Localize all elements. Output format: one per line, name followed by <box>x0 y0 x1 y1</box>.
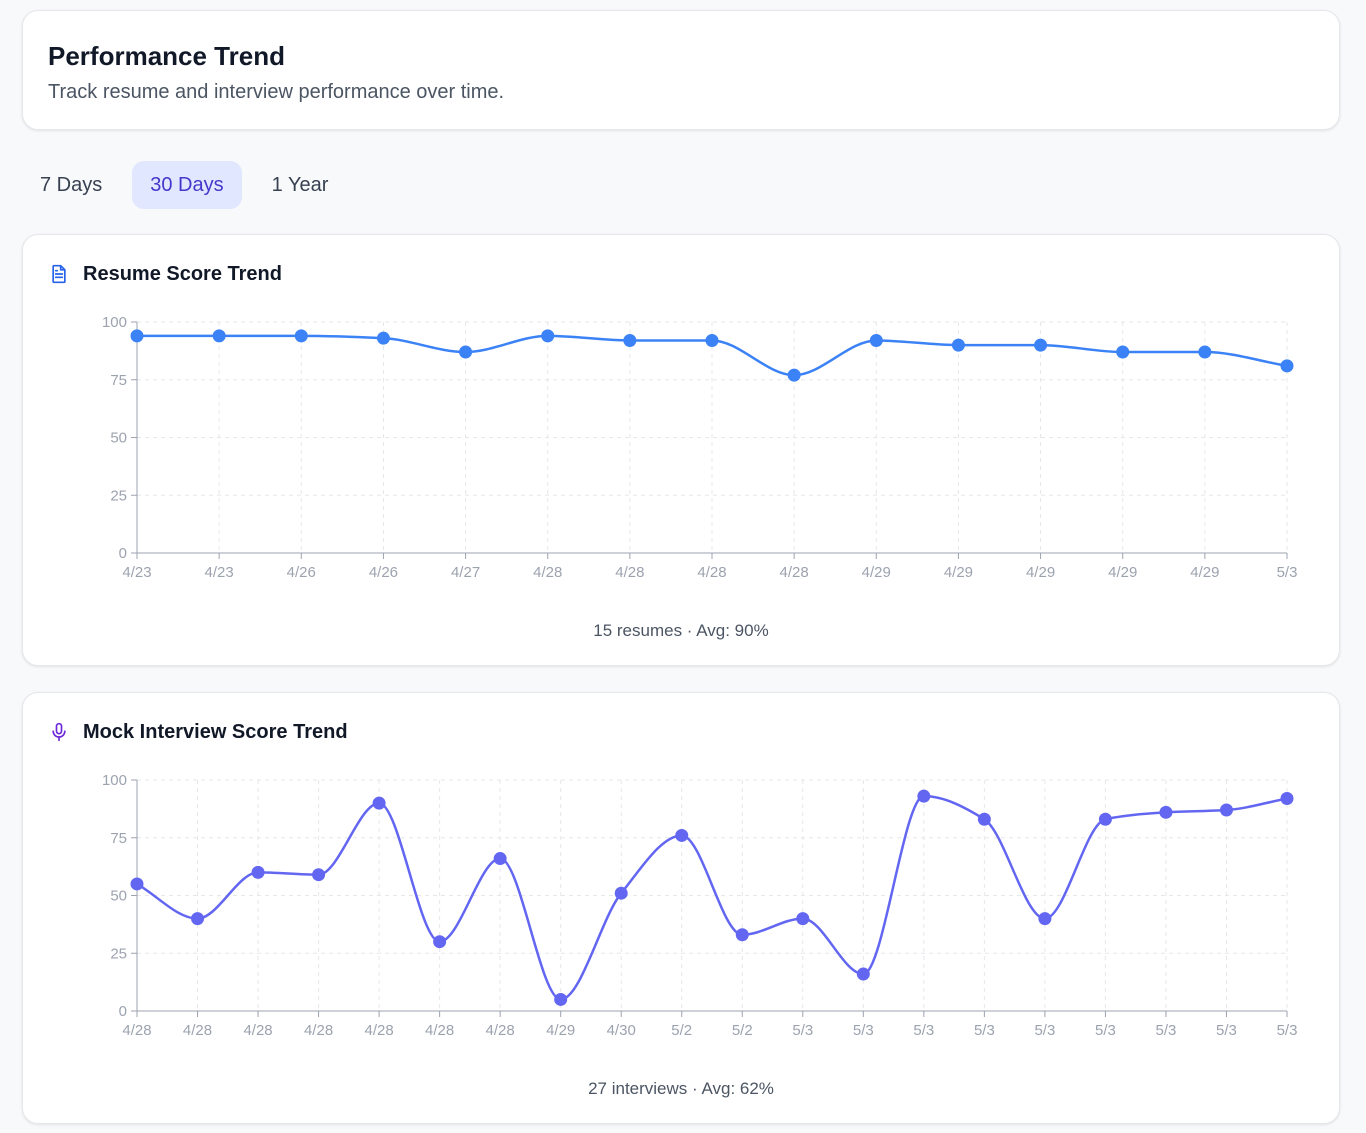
microphone-icon <box>52 722 66 742</box>
interview-x-tick-label: 4/28 <box>425 1022 454 1039</box>
resume-data-point[interactable] <box>787 368 801 382</box>
resume-x-tick-label: 4/29 <box>1026 564 1055 581</box>
interview-y-tick-label: 100 <box>102 772 127 789</box>
interview-x-tick-label: 5/2 <box>671 1022 692 1039</box>
resume-data-point[interactable] <box>623 333 637 347</box>
interview-data-point[interactable] <box>493 852 507 866</box>
interview-data-point[interactable] <box>554 992 568 1006</box>
resume-x-tick-label: 4/29 <box>1190 564 1219 581</box>
resume-data-point[interactable] <box>1198 345 1212 359</box>
interview-data-point[interactable] <box>735 928 749 942</box>
resume-x-tick-label: 4/29 <box>1108 564 1137 581</box>
interview-x-tick-label: 5/3 <box>1034 1022 1055 1039</box>
interview-data-point[interactable] <box>1159 805 1173 819</box>
resume-data-point[interactable] <box>541 329 555 343</box>
resume-data-point[interactable] <box>951 338 965 352</box>
interview-score-card: Mock Interview Score Trend 0 25 50 75 100 4/2… <box>22 692 1340 1124</box>
resume-data-point[interactable] <box>869 333 883 347</box>
resume-x-tick-label: 4/23 <box>205 564 234 581</box>
resume-x-tick-label: 4/28 <box>533 564 562 581</box>
resume-y-tick-label: 100 <box>102 314 127 331</box>
interview-data-point[interactable] <box>372 796 386 810</box>
resume-data-point[interactable] <box>1280 359 1294 373</box>
interview-x-tick-label: 5/2 <box>732 1022 753 1039</box>
interview-x-tick-label: 5/3 <box>974 1022 995 1039</box>
interview-x-tick-label: 4/28 <box>304 1022 333 1039</box>
resume-data-point[interactable] <box>1034 338 1048 352</box>
resume-y-tick-label: 25 <box>110 487 127 504</box>
interview-data-point[interactable] <box>1038 912 1052 926</box>
interview-y-tick-label: 50 <box>110 888 127 905</box>
interview-data-point[interactable] <box>917 789 931 803</box>
interview-x-tick-label: 4/28 <box>183 1022 212 1039</box>
page-title: Performance Trend <box>48 41 285 71</box>
resume-score-chart: 0 25 50 75 100 4/23 4/23 4/26 4/26 4/27 4/28 4/28 4/… <box>102 314 1298 581</box>
page-subtitle: Track resume and interview performance o… <box>48 81 505 103</box>
interview-data-point[interactable] <box>433 935 447 949</box>
header-card: Performance Trend Track resume and inter… <box>22 10 1340 130</box>
resume-x-tick-label: 4/29 <box>862 564 891 581</box>
interview-x-tick-label: 4/29 <box>546 1022 575 1039</box>
interview-chart-title: Mock Interview Score Trend <box>83 721 348 743</box>
resume-chart-title: Resume Score Trend <box>83 263 282 285</box>
interview-x-tick-label: 4/28 <box>122 1022 151 1039</box>
interview-data-point[interactable] <box>796 912 810 926</box>
interview-data-point[interactable] <box>130 877 144 891</box>
interview-y-tick-label: 0 <box>119 1003 127 1020</box>
interview-data-point[interactable] <box>1098 812 1112 826</box>
document-icon <box>52 264 66 284</box>
interview-x-tick-label: 4/28 <box>365 1022 394 1039</box>
resume-data-point[interactable] <box>459 345 473 359</box>
interview-data-point[interactable] <box>856 967 870 981</box>
interview-data-point[interactable] <box>251 865 265 879</box>
resume-x-tick-label: 4/26 <box>369 564 398 581</box>
interview-score-chart: 0 25 50 75 100 4/28 4/28 4/28 4/28 4/28 4/28 4/28 4/… <box>102 772 1298 1039</box>
resume-data-point[interactable] <box>212 329 226 343</box>
interview-data-point[interactable] <box>312 868 326 882</box>
interview-x-tick-label: 5/3 <box>913 1022 934 1039</box>
interview-x-tick-label: 5/3 <box>1156 1022 1177 1039</box>
resume-x-tick-label: 5/3 <box>1277 564 1298 581</box>
interview-data-point[interactable] <box>614 886 628 900</box>
interview-data-point[interactable] <box>675 828 689 842</box>
resume-y-tick-label: 50 <box>110 430 127 447</box>
interview-x-tick-label: 5/3 <box>1277 1022 1298 1039</box>
tab-7-days[interactable]: 7 Days <box>40 174 103 196</box>
interview-x-tick-label: 5/3 <box>1095 1022 1116 1039</box>
resume-data-point[interactable] <box>294 329 308 343</box>
time-range-tabs: 7 Days 30 Days 1 Year <box>22 161 346 209</box>
resume-x-tick-label: 4/27 <box>451 564 480 581</box>
interview-data-point[interactable] <box>1219 803 1233 817</box>
interview-data-point[interactable] <box>191 912 205 926</box>
resume-x-tick-label: 4/26 <box>287 564 316 581</box>
interview-data-point[interactable] <box>1280 791 1294 805</box>
resume-data-point[interactable] <box>376 331 390 345</box>
interview-data-point[interactable] <box>977 812 991 826</box>
resume-x-tick-label: 4/28 <box>615 564 644 581</box>
resume-data-point[interactable] <box>130 329 144 343</box>
resume-x-tick-label: 4/29 <box>944 564 973 581</box>
interview-x-tick-label: 4/28 <box>486 1022 515 1039</box>
resume-x-tick-label: 4/28 <box>697 564 726 581</box>
interview-y-tick-label: 75 <box>110 830 127 847</box>
resume-y-tick-label: 0 <box>119 545 127 562</box>
interview-y-tick-label: 25 <box>110 945 127 962</box>
interview-x-tick-label: 4/30 <box>607 1022 636 1039</box>
interview-x-tick-label: 5/3 <box>792 1022 813 1039</box>
resume-y-tick-label: 75 <box>110 372 127 389</box>
resume-x-tick-label: 4/23 <box>122 564 151 581</box>
resume-data-point[interactable] <box>1116 345 1130 359</box>
resume-score-card: Resume Score Trend 0 25 50 75 100 4/23 4/23 4/2… <box>22 234 1340 666</box>
interview-series-line <box>136 794 1288 1001</box>
interview-x-tick-label: 4/28 <box>243 1022 272 1039</box>
resume-x-tick-label: 4/28 <box>780 564 809 581</box>
resume-data-point[interactable] <box>705 333 719 347</box>
resume-summary: 15 resumes · Avg: 90% <box>593 621 769 640</box>
interview-x-tick-label: 5/3 <box>853 1022 874 1039</box>
interview-x-tick-label: 5/3 <box>1216 1022 1237 1039</box>
tab-30-days[interactable]: 30 Days <box>132 161 242 209</box>
tab-1-year[interactable]: 1 Year <box>271 174 329 196</box>
interview-summary: 27 interviews · Avg: 62% <box>588 1079 774 1098</box>
